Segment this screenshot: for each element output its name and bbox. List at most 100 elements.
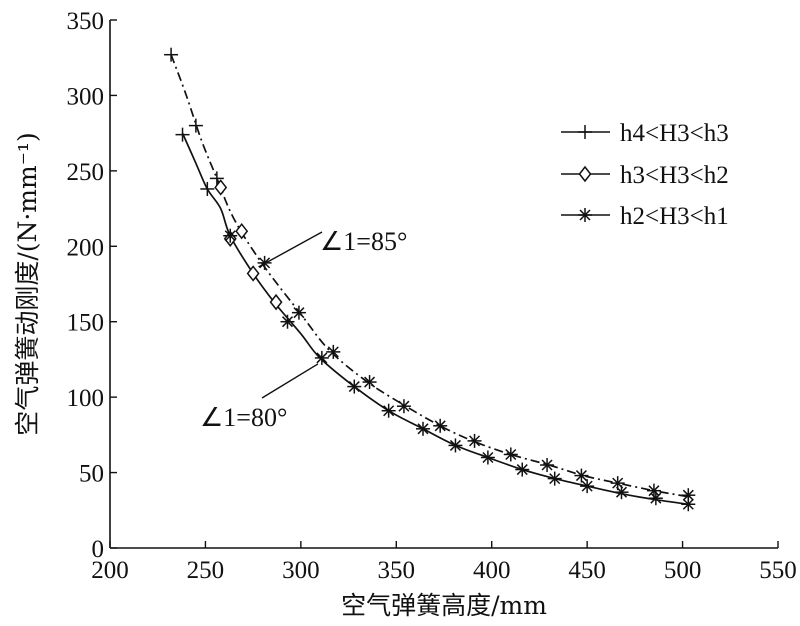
marker-stroke bbox=[482, 451, 494, 464]
y-axis-title: 空气弹簧动刚度/(N·mm⁻¹) bbox=[13, 132, 42, 435]
marker-stroke bbox=[449, 439, 461, 451]
x-axis-title: 空气弹簧高度/mm bbox=[341, 591, 547, 620]
series-line-2 bbox=[181, 132, 689, 506]
marker-stroke bbox=[316, 352, 328, 364]
data-point-asterisk-s1 bbox=[503, 447, 518, 462]
data-point-asterisk-s2 bbox=[681, 497, 696, 512]
data-point-asterisk-s2 bbox=[381, 403, 396, 418]
y-ticks: 0 50 100 150 200 250 300 350 bbox=[67, 8, 117, 563]
x-tick-label: 350 bbox=[378, 557, 416, 584]
data-point-asterisk-s2 bbox=[614, 485, 629, 500]
x-tick-label: 200 bbox=[91, 557, 129, 584]
data-point-asterisk-s2 bbox=[314, 350, 329, 365]
marker-stroke bbox=[682, 489, 694, 501]
data-point-asterisk-s2 bbox=[580, 479, 595, 494]
marker-stroke bbox=[549, 473, 561, 485]
x-tick-label: 400 bbox=[473, 557, 511, 584]
marker-stroke bbox=[281, 316, 294, 328]
y-tick-label: 200 bbox=[67, 234, 105, 261]
marker-stroke bbox=[581, 480, 593, 492]
data-point-asterisk-s2 bbox=[547, 471, 562, 486]
marker-stroke bbox=[469, 435, 481, 447]
series-curves bbox=[170, 54, 689, 506]
legend-marker-asterisk bbox=[578, 208, 592, 222]
x-tick-label: 500 bbox=[664, 557, 702, 584]
marker-stroke bbox=[235, 222, 249, 240]
marker-stroke bbox=[398, 400, 410, 412]
y-tick-label: 300 bbox=[67, 83, 105, 110]
x-tick-label: 300 bbox=[282, 557, 320, 584]
legend: h4<H3<h3 h3<H3<h2 h2<H3<h1 bbox=[561, 120, 729, 230]
marker-stroke bbox=[327, 346, 339, 358]
legend-marker-diamond bbox=[578, 165, 592, 183]
data-point-asterisk-s1 bbox=[681, 488, 696, 503]
x-tick-label: 250 bbox=[187, 557, 225, 584]
data-point-diamond-s2 bbox=[269, 293, 283, 311]
marker-stroke bbox=[417, 423, 429, 435]
marker-stroke bbox=[516, 464, 528, 476]
data-point-plus-s1 bbox=[209, 171, 224, 186]
data-point-diamond-s2 bbox=[246, 265, 260, 282]
data-point-asterisk-s2 bbox=[515, 462, 530, 477]
data-point-asterisk-s1 bbox=[396, 399, 411, 414]
marker-stroke bbox=[269, 293, 283, 311]
data-point-asterisk-s1 bbox=[540, 458, 555, 473]
marker-stroke bbox=[650, 492, 662, 504]
data-point-asterisk-s2 bbox=[480, 450, 495, 465]
legend-label: h2<H3<h1 bbox=[620, 203, 729, 230]
data-point-asterisk-s1 bbox=[467, 433, 482, 448]
data-point-diamond-s1 bbox=[214, 179, 228, 196]
data-point-asterisk-s1 bbox=[291, 305, 306, 320]
marker-stroke bbox=[541, 459, 553, 471]
y-tick-label: 350 bbox=[67, 8, 105, 35]
data-point-asterisk-s1 bbox=[362, 375, 377, 390]
data-point-asterisk-s2 bbox=[223, 228, 238, 243]
marker-stroke bbox=[682, 498, 694, 510]
data-point-asterisk-s2 bbox=[648, 491, 663, 506]
x-ticks: 200 250 300 350 400 450 500 550 bbox=[91, 541, 797, 584]
data-point-asterisk-s2 bbox=[416, 421, 431, 436]
marker-stroke bbox=[615, 486, 628, 498]
marker-stroke bbox=[383, 405, 395, 417]
data-point-asterisk-s2 bbox=[280, 314, 295, 329]
marker-stroke bbox=[434, 420, 446, 432]
y-tick-label: 100 bbox=[67, 385, 105, 412]
y-tick-label: 150 bbox=[67, 310, 105, 337]
axes bbox=[109, 20, 778, 549]
y-tick-label: 50 bbox=[79, 461, 104, 488]
marker-stroke bbox=[579, 209, 591, 221]
data-point-asterisk-s2 bbox=[448, 438, 463, 453]
legend-label: h4<H3<h3 bbox=[620, 120, 729, 147]
data-point-asterisk-s1 bbox=[433, 418, 448, 433]
legend-marker-plus bbox=[578, 125, 592, 139]
y-tick-label: 250 bbox=[67, 159, 105, 186]
x-tick-label: 550 bbox=[759, 557, 797, 584]
x-tick-label: 450 bbox=[568, 557, 606, 584]
data-point-plus-s1 bbox=[188, 118, 203, 133]
marker-stroke bbox=[348, 381, 360, 393]
marker-stroke bbox=[578, 165, 592, 183]
marker-stroke bbox=[575, 470, 587, 482]
marker-stroke bbox=[246, 265, 260, 282]
data-point-plus-s1 bbox=[164, 47, 179, 62]
data-point-asterisk-s2 bbox=[347, 379, 362, 394]
annotation-label-85: ∠1=85° bbox=[320, 227, 407, 256]
data-point-asterisk-s1 bbox=[574, 468, 589, 483]
y-tick-label: 0 bbox=[92, 536, 105, 563]
marker-stroke bbox=[612, 477, 624, 489]
legend-label: h3<H3<h2 bbox=[620, 162, 729, 189]
annotation-leader-85 bbox=[258, 231, 323, 268]
marker-stroke bbox=[214, 179, 228, 196]
data-point-asterisk-s1 bbox=[326, 344, 341, 359]
marker-stroke bbox=[224, 230, 236, 242]
data-point-plus-s2 bbox=[200, 181, 215, 196]
series-markers bbox=[164, 47, 696, 512]
marker-stroke bbox=[505, 448, 517, 460]
annotation-label-80: ∠1=80° bbox=[200, 403, 287, 432]
marker-stroke bbox=[364, 376, 376, 388]
data-point-diamond-s1 bbox=[235, 222, 249, 240]
annotation-leader-80 bbox=[261, 363, 319, 399]
marker-stroke bbox=[293, 307, 305, 319]
annotations: ∠1=85° ∠1=80° bbox=[200, 227, 407, 432]
